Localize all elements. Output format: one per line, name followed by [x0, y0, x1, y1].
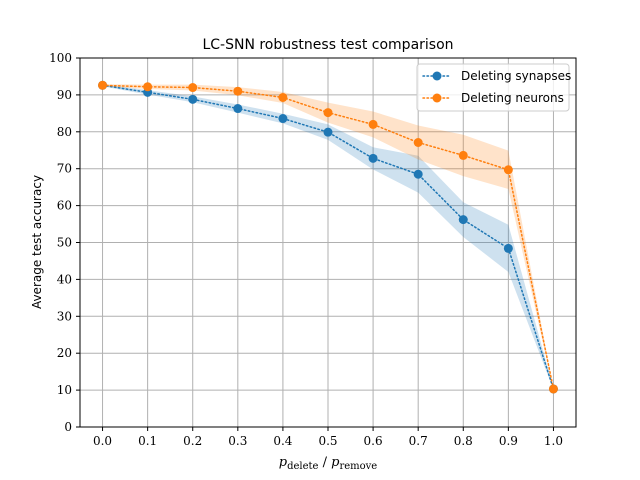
deleting-synapses-point — [458, 215, 468, 225]
series-markers — [98, 80, 558, 394]
deleting-synapses-point — [233, 104, 243, 114]
deleting-neurons-point — [188, 83, 198, 93]
x-axis-label-main-2: p — [331, 455, 340, 470]
deleting-neurons-point — [143, 82, 153, 92]
legend-box — [416, 63, 570, 112]
legend-synapses-marker — [432, 71, 442, 81]
y-tick-label: 70 — [57, 162, 72, 176]
x-axis-label-sub1: delete — [287, 461, 318, 472]
deleting-neurons-band — [102, 84, 554, 390]
x-axis-label-sub2: remove — [339, 461, 377, 472]
deleting-synapses-point — [188, 94, 198, 104]
x-tick-label: 0.2 — [183, 434, 202, 448]
confidence-bands — [102, 84, 554, 390]
deleting-synapses-line — [101, 84, 555, 390]
deleting-neurons-point — [323, 108, 333, 118]
y-tick-label: 20 — [57, 346, 72, 360]
x-axis-label-separator: / — [318, 455, 331, 470]
x-tick-label: 0.8 — [454, 434, 473, 448]
deleting-synapses-point — [503, 243, 513, 253]
legend-neurons-label: Deleting neurons — [461, 91, 564, 105]
y-tick-label: 50 — [57, 236, 72, 250]
deleting-synapses-point — [413, 169, 423, 179]
chart-title: LC-SNN robustness test comparison — [202, 37, 453, 53]
x-tick-label: 0.6 — [364, 434, 383, 448]
deleting-neurons-point — [98, 80, 108, 90]
x-axis-label: pdelete / premove — [279, 455, 378, 472]
y-tick-label: 40 — [57, 272, 72, 286]
y-tick-label: 90 — [57, 88, 72, 102]
y-tick-label: 60 — [57, 199, 72, 213]
y-tick-label: 80 — [57, 125, 72, 139]
y-tick-label: 30 — [57, 309, 72, 323]
axis-ticks: 0.0 0.1 0.2 0.3 0.4 0.5 0.6 0.7 0.8 0.9 1.0 0 10 20 30… — [49, 51, 563, 448]
legend-synapses-label: Deleting synapses — [461, 69, 571, 83]
deleting-neurons-point — [233, 86, 243, 96]
deleting-neurons-point — [278, 92, 288, 102]
y-tick-label: 10 — [57, 383, 72, 397]
legend-neurons-marker — [432, 93, 442, 103]
deleting-synapses-point — [278, 114, 288, 124]
x-tick-label: 0.7 — [409, 434, 428, 448]
y-axis-label: Average test accuracy — [30, 175, 44, 309]
x-tick-label: 0.3 — [228, 434, 247, 448]
x-tick-label: 0.9 — [499, 434, 518, 448]
deleting-neurons-point — [503, 165, 513, 175]
x-tick-label: 0.4 — [273, 434, 292, 448]
deleting-neurons-point — [368, 119, 378, 129]
legend: Deleting synapses Deleting neurons — [416, 63, 571, 112]
deleting-neurons-point — [458, 150, 468, 160]
deleting-neurons-point — [548, 384, 558, 394]
y-tick-label: 0 — [64, 420, 72, 434]
x-tick-label: 0.5 — [318, 434, 337, 448]
deleting-synapses-point — [323, 127, 333, 137]
x-tick-label: 1.0 — [544, 434, 563, 448]
x-tick-label: 0.0 — [93, 434, 112, 448]
x-tick-label: 0.1 — [138, 434, 157, 448]
y-tick-label: 100 — [49, 51, 72, 65]
x-axis-label-main: p — [279, 455, 288, 470]
deleting-neurons-point — [413, 138, 423, 148]
deleting-synapses-point — [368, 153, 378, 163]
